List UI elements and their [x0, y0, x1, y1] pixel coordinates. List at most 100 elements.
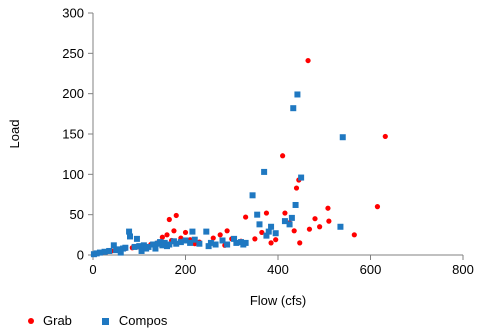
point-compos: [288, 214, 295, 221]
y-axis-tick-labels: 0 50 100 150 200 250 300: [62, 6, 84, 263]
point-grab: [351, 232, 357, 238]
legend-label-grab: Grab: [43, 313, 72, 328]
point-compos: [161, 239, 168, 246]
point-grab: [259, 229, 265, 236]
point-compos: [249, 192, 256, 199]
point-compos: [224, 241, 231, 248]
point-compos: [203, 228, 210, 235]
point-compos: [122, 244, 129, 251]
point-compos: [150, 241, 157, 248]
point-compos: [145, 243, 152, 250]
point-grab: [282, 210, 288, 216]
x-tick-label: 200: [175, 262, 197, 277]
point-compos: [261, 168, 268, 175]
point-compos: [294, 91, 301, 98]
point-compos: [256, 221, 263, 228]
point-grab: [217, 232, 223, 238]
point-grab: [297, 240, 303, 246]
series-compos: [90, 91, 346, 258]
y-tick-label: 50: [70, 207, 84, 222]
point-grab: [224, 228, 230, 234]
point-grab: [243, 214, 249, 220]
point-compos: [110, 242, 117, 249]
plot-area: [88, 12, 464, 260]
point-compos: [126, 228, 133, 235]
point-compos: [133, 235, 140, 242]
x-tick-label: 400: [267, 262, 289, 277]
x-tick-label: 0: [89, 262, 96, 277]
series-grab: [92, 57, 388, 257]
point-compos: [177, 239, 184, 246]
point-compos: [205, 243, 212, 250]
legend-item-compos: Compos: [101, 313, 168, 329]
point-compos: [166, 241, 173, 248]
point-compos: [157, 239, 164, 246]
point-compos: [196, 240, 203, 247]
point-compos: [263, 232, 270, 239]
point-grab: [374, 204, 381, 210]
legend-label-compos: Compos: [118, 313, 168, 328]
y-tick-label: 300: [62, 6, 84, 21]
point-grab: [164, 232, 170, 238]
y-tick-label: 0: [77, 248, 84, 263]
y-tick-label: 100: [62, 167, 84, 182]
point-compos: [131, 243, 138, 250]
legend: Grab Compos: [28, 313, 197, 329]
point-grab: [317, 224, 323, 230]
point-grab: [293, 185, 300, 191]
point-compos: [339, 134, 346, 141]
point-compos: [290, 105, 297, 112]
point-compos: [286, 221, 293, 228]
x-tick-label: 600: [360, 262, 382, 277]
legend-square-marker: [101, 317, 109, 325]
point-compos: [268, 223, 275, 230]
point-grab: [159, 234, 165, 240]
point-grab: [182, 229, 189, 236]
point-grab: [382, 133, 388, 140]
point-grab: [173, 212, 179, 219]
point-compos: [96, 249, 103, 256]
point-grab: [312, 216, 318, 222]
y-tick-label: 200: [62, 86, 84, 101]
point-grab: [325, 205, 331, 211]
point-compos: [140, 242, 147, 249]
point-compos: [182, 237, 189, 244]
x-axis-title: Flow (cfs): [250, 293, 306, 308]
point-grab: [305, 57, 311, 64]
point-compos: [191, 236, 198, 243]
point-grab: [252, 236, 258, 242]
point-grab: [263, 210, 270, 216]
point-compos: [242, 239, 249, 246]
point-compos: [106, 247, 113, 254]
point-grab: [280, 153, 286, 159]
point-compos: [207, 239, 214, 246]
legend-circle-marker: [28, 318, 34, 324]
y-axis-title: Load: [7, 120, 22, 149]
y-tick-label: 150: [62, 127, 84, 142]
point-grab: [171, 228, 177, 234]
point-compos: [127, 233, 133, 240]
point-compos: [254, 211, 261, 218]
point-grab: [268, 240, 274, 246]
point-grab: [166, 216, 172, 223]
data-points: [90, 57, 388, 258]
x-tick-label: 800: [452, 262, 474, 277]
point-compos: [101, 248, 108, 255]
point-compos: [152, 245, 159, 252]
point-compos: [337, 223, 344, 230]
point-compos: [298, 174, 305, 181]
point-compos: [117, 249, 124, 256]
point-compos: [233, 239, 240, 246]
point-compos: [281, 218, 288, 225]
point-compos: [265, 228, 272, 235]
point-compos: [187, 239, 194, 246]
point-compos: [219, 237, 226, 244]
point-compos: [272, 230, 279, 237]
point-compos: [115, 246, 122, 253]
point-compos: [138, 247, 145, 254]
point-compos: [136, 243, 143, 250]
y-tick-label: 250: [62, 46, 84, 61]
legend-item-grab: Grab: [28, 313, 72, 329]
point-compos: [173, 240, 180, 247]
x-axis-tick-labels: 0 200 400 600 800: [89, 262, 473, 277]
